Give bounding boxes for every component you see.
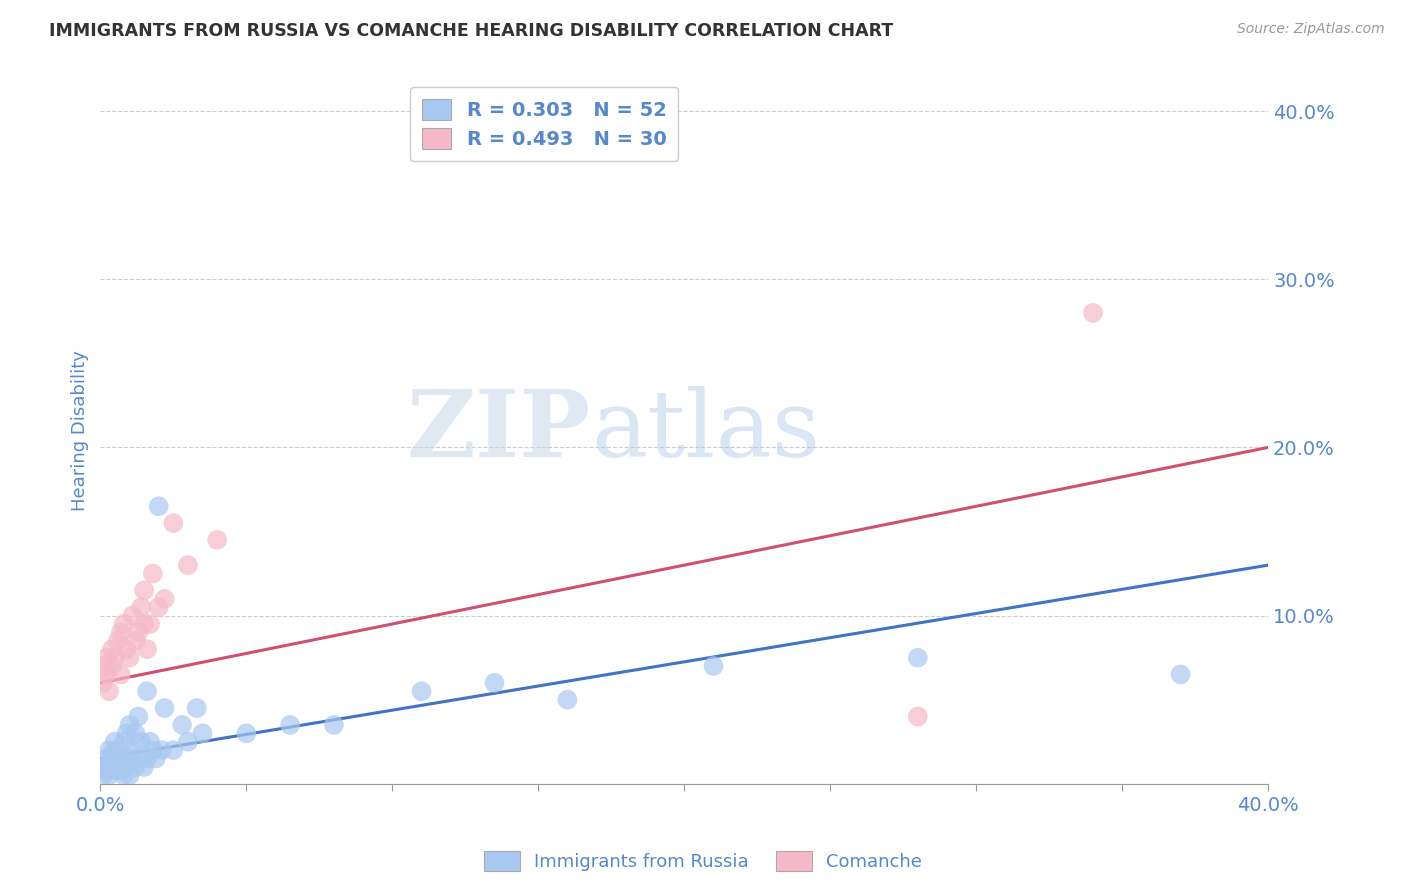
Point bbox=[411, 684, 433, 698]
Point bbox=[98, 684, 121, 698]
Point bbox=[702, 659, 724, 673]
Point bbox=[153, 701, 176, 715]
Point bbox=[104, 751, 127, 765]
Point bbox=[91, 659, 114, 673]
Point bbox=[907, 650, 929, 665]
Point bbox=[91, 760, 114, 774]
Text: Source: ZipAtlas.com: Source: ZipAtlas.com bbox=[1237, 22, 1385, 37]
Point bbox=[110, 625, 132, 640]
Point bbox=[107, 760, 129, 774]
Point bbox=[134, 617, 156, 632]
Point bbox=[162, 516, 184, 530]
Point bbox=[115, 642, 138, 657]
Point bbox=[136, 684, 159, 698]
Point bbox=[186, 701, 208, 715]
Legend: Immigrants from Russia, Comanche: Immigrants from Russia, Comanche bbox=[477, 844, 929, 879]
Text: atlas: atlas bbox=[591, 385, 820, 475]
Point bbox=[101, 760, 124, 774]
Point bbox=[115, 726, 138, 740]
Point bbox=[104, 764, 127, 778]
Point bbox=[115, 760, 138, 774]
Point bbox=[172, 718, 194, 732]
Point bbox=[124, 760, 146, 774]
Point bbox=[107, 633, 129, 648]
Point bbox=[118, 650, 141, 665]
Point bbox=[153, 591, 176, 606]
Point bbox=[177, 735, 200, 749]
Point bbox=[110, 667, 132, 681]
Y-axis label: Hearing Disability: Hearing Disability bbox=[72, 351, 89, 511]
Point bbox=[110, 751, 132, 765]
Point bbox=[118, 751, 141, 765]
Point bbox=[907, 709, 929, 723]
Point bbox=[101, 659, 124, 673]
Point bbox=[134, 583, 156, 598]
Point bbox=[98, 768, 121, 782]
Point bbox=[129, 735, 152, 749]
Point bbox=[129, 600, 152, 615]
Point bbox=[96, 650, 118, 665]
Point bbox=[142, 566, 165, 581]
Point bbox=[278, 718, 301, 732]
Point bbox=[145, 751, 167, 765]
Point bbox=[191, 726, 214, 740]
Point bbox=[91, 676, 114, 690]
Point bbox=[118, 718, 141, 732]
Point bbox=[139, 735, 162, 749]
Text: IMMIGRANTS FROM RUSSIA VS COMANCHE HEARING DISABILITY CORRELATION CHART: IMMIGRANTS FROM RUSSIA VS COMANCHE HEARI… bbox=[49, 22, 893, 40]
Text: ZIP: ZIP bbox=[406, 385, 591, 475]
Point bbox=[121, 743, 143, 757]
Point bbox=[91, 768, 114, 782]
Point bbox=[104, 735, 127, 749]
Point bbox=[1081, 306, 1104, 320]
Point bbox=[96, 764, 118, 778]
Point bbox=[112, 735, 135, 749]
Point bbox=[235, 726, 257, 740]
Point bbox=[1170, 667, 1192, 681]
Point bbox=[127, 709, 149, 723]
Point bbox=[148, 600, 170, 615]
Point bbox=[98, 756, 121, 771]
Point bbox=[162, 743, 184, 757]
Point bbox=[101, 642, 124, 657]
Point bbox=[139, 617, 162, 632]
Point bbox=[96, 667, 118, 681]
Point bbox=[112, 617, 135, 632]
Point bbox=[124, 633, 146, 648]
Point bbox=[98, 743, 121, 757]
Point bbox=[205, 533, 228, 547]
Point bbox=[136, 642, 159, 657]
Point bbox=[136, 751, 159, 765]
Point bbox=[107, 743, 129, 757]
Point bbox=[150, 743, 173, 757]
Point bbox=[142, 743, 165, 757]
Point bbox=[96, 751, 118, 765]
Point bbox=[177, 558, 200, 573]
Point bbox=[127, 751, 149, 765]
Point bbox=[557, 692, 579, 706]
Point bbox=[101, 747, 124, 761]
Point bbox=[134, 760, 156, 774]
Point bbox=[110, 764, 132, 778]
Point bbox=[322, 718, 344, 732]
Point bbox=[112, 768, 135, 782]
Point bbox=[124, 726, 146, 740]
Point bbox=[148, 500, 170, 514]
Point bbox=[121, 608, 143, 623]
Point bbox=[484, 676, 506, 690]
Point bbox=[127, 625, 149, 640]
Legend: R = 0.303   N = 52, R = 0.493   N = 30: R = 0.303 N = 52, R = 0.493 N = 30 bbox=[411, 87, 678, 161]
Point bbox=[104, 650, 127, 665]
Point bbox=[118, 768, 141, 782]
